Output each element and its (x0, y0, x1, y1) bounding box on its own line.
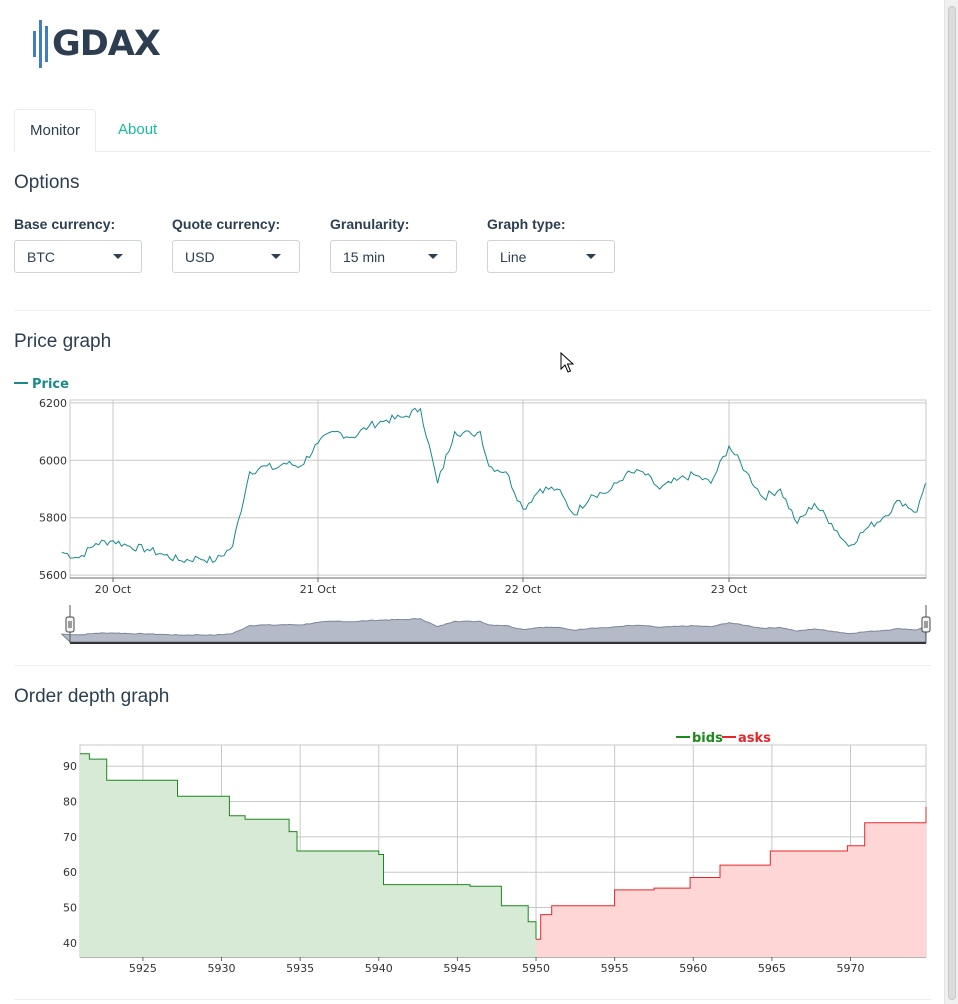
navigator-handle-left[interactable] (65, 616, 75, 633)
depth-y-tick-label: 90 (63, 760, 77, 773)
bids-line (80, 753, 537, 940)
price-graph-heading: Price graph (14, 331, 112, 352)
depth-x-tick-label: 5970 (837, 962, 865, 975)
price-y-tick-label: 6200 (39, 397, 67, 410)
granularity-label: Granularity: (330, 216, 410, 232)
divider (14, 999, 931, 1000)
price-y-tick-label: 5800 (39, 512, 67, 525)
price-plot-frame (69, 399, 927, 579)
depth-y-tick-label: 60 (63, 866, 77, 879)
bids-area (80, 753, 536, 957)
quote-currency-select[interactable]: USD (172, 240, 300, 273)
page-scrollbar[interactable] (944, 0, 958, 1004)
divider (14, 310, 931, 311)
depth-y-tick-label: 80 (63, 796, 77, 809)
base-currency-field: Base currency: BTC (14, 216, 142, 273)
graph-type-value: Line (500, 248, 527, 265)
depth-x-tick-label: 5940 (365, 962, 393, 975)
depth-x-tick-label: 5935 (286, 962, 314, 975)
depth-x-tick-label: 5955 (601, 962, 629, 975)
quote-currency-field: Quote currency: USD (172, 216, 300, 273)
bids-legend-label[interactable]: bids (692, 731, 723, 746)
base-currency-select[interactable]: BTC (14, 240, 142, 273)
granularity-field: Granularity: 15 min (330, 216, 457, 273)
graph-type-field: Graph type: Line (487, 216, 615, 273)
asks-line (536, 806, 927, 940)
order-depth-chart[interactable]: 40 50 60 70 80 90 5925 5930 5935 5940 5945 5950 595… (0, 725, 940, 980)
tab-about[interactable]: About (118, 121, 158, 138)
price-x-tick-label: 20 Oct (95, 583, 132, 596)
chevron-down-icon (428, 254, 438, 259)
price-legend-label[interactable]: Price (32, 377, 69, 392)
chevron-down-icon (586, 254, 596, 259)
price-y-tick-label: 6000 (39, 454, 67, 467)
price-y-tick-label: 5600 (39, 569, 67, 582)
graph-type-select[interactable]: Line (487, 240, 615, 273)
asks-legend-label[interactable]: asks (738, 731, 771, 746)
order-depth-heading: Order depth graph (14, 686, 170, 707)
mouse-cursor-icon (560, 352, 574, 373)
chevron-down-icon (113, 254, 123, 259)
price-chart[interactable]: Price 5600 5800 6000 6200 20 Oct 21 Oct 22 Oc… (0, 370, 940, 652)
navigator-handle-right[interactable] (921, 616, 931, 633)
depth-x-tick-label: 5945 (443, 962, 471, 975)
price-x-tick-label: 23 Oct (711, 583, 748, 596)
navigator-area (60, 618, 927, 643)
depth-y-tick-label: 50 (63, 902, 77, 915)
depth-x-tick-label: 5960 (679, 962, 707, 975)
depth-x-tick-label: 5930 (208, 962, 236, 975)
depth-x-tick-label: 5965 (758, 962, 786, 975)
granularity-select[interactable]: 15 min (330, 240, 457, 273)
graph-type-label: Graph type: (487, 216, 566, 232)
logo-text: GDAX (52, 24, 161, 64)
depth-legend: bids asks (676, 731, 771, 746)
price-x-tick-label: 22 Oct (505, 583, 542, 596)
scrollbar-thumb[interactable] (948, 6, 956, 1000)
price-x-tick-label: 21 Oct (300, 583, 337, 596)
quote-currency-label: Quote currency: (172, 216, 281, 232)
options-heading: Options (14, 172, 80, 193)
price-series-line (61, 407, 926, 564)
depth-y-tick-label: 70 (63, 831, 77, 844)
depth-y-tick-label: 40 (63, 937, 77, 950)
logo-bars-icon (33, 20, 48, 68)
asks-area (536, 806, 926, 957)
divider (14, 665, 931, 666)
granularity-value: 15 min (343, 248, 386, 265)
quote-currency-value: USD (185, 248, 215, 265)
range-navigator[interactable] (60, 605, 931, 644)
base-currency-value: BTC (27, 248, 55, 265)
base-currency-label: Base currency: (14, 216, 116, 232)
depth-x-tick-label: 5950 (522, 962, 550, 975)
tab-monitor[interactable]: Monitor (14, 109, 97, 152)
gdax-logo: GDAX (33, 20, 161, 68)
depth-x-tick-label: 5925 (129, 962, 157, 975)
tab-bar: Monitor About (14, 109, 931, 152)
chevron-down-icon (271, 254, 281, 259)
